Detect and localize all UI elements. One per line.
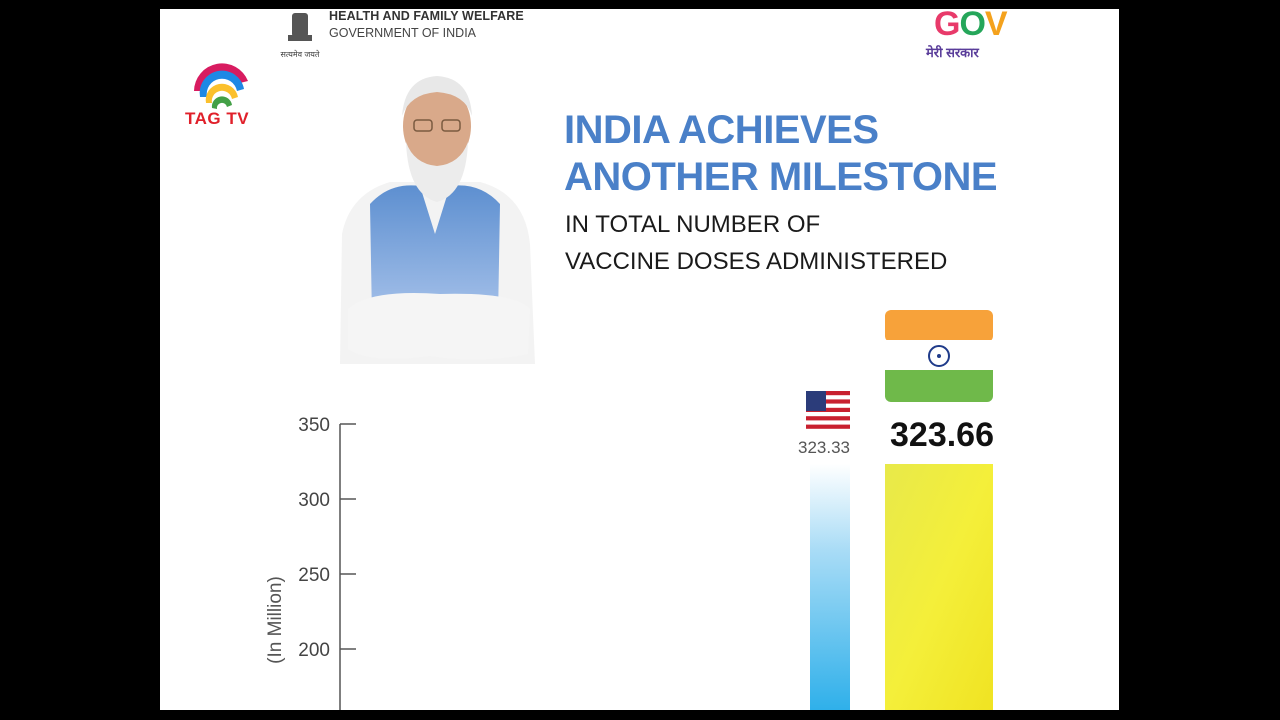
- national-emblem-icon: सत्यमेव जयते: [281, 13, 320, 59]
- gov-logo-o: O: [959, 9, 985, 43]
- gov-logo-tagline: मेरी सरकार: [926, 45, 979, 60]
- y-tick-label: 250: [298, 565, 330, 586]
- headline-main: INDIA ACHIEVES ANOTHER MILESTONE: [564, 107, 998, 201]
- channel-name: TAG TV: [185, 109, 250, 128]
- headline-sub: IN TOTAL NUMBER OF VACCINE DOSES ADMINIS…: [565, 206, 947, 280]
- headline-line3: IN TOTAL NUMBER OF: [565, 211, 821, 238]
- gov-logo-v: V: [984, 9, 1008, 43]
- ministry-header: HEALTH AND FAMILY WELFARE GOVERNMENT OF …: [329, 9, 524, 40]
- y-tick-label: 300: [298, 490, 330, 511]
- headline-line4: VACCINE DOSES ADMINISTERED: [565, 248, 948, 275]
- emblem-caption: सत्यमेव जयते: [281, 49, 320, 59]
- infographic-frame: TAG TV सत्यमेव जयते HEALTH AND FAMILY WE…: [160, 9, 1119, 710]
- gov-logo: GOV: [934, 9, 1008, 44]
- gov-logo-g: G: [934, 9, 960, 43]
- y-axis-label: (In Million): [265, 576, 286, 664]
- headline-line2: ANOTHER MILESTONE: [564, 155, 998, 199]
- bar-value-label-india: 323.66: [890, 416, 994, 454]
- india-flag-icon: [885, 310, 993, 402]
- ministry-line1: HEALTH AND FAMILY WELFARE: [329, 9, 524, 23]
- usa-flag-icon: [806, 391, 850, 429]
- bar-value-label-usa: 323.33: [798, 438, 850, 457]
- tag-tv-logo-icon: [194, 63, 248, 109]
- portrait-image: [340, 76, 535, 364]
- bar-usa: [810, 464, 850, 710]
- bar-india: [885, 464, 993, 710]
- y-tick-label: 200: [298, 640, 330, 661]
- headline-line1: INDIA ACHIEVES: [564, 108, 879, 152]
- ministry-line2: GOVERNMENT OF INDIA: [329, 26, 477, 40]
- vaccine-doses-bar-chart: (In Million) 350 300 250 200 323.33 323.66: [265, 310, 994, 710]
- y-tick-label: 350: [298, 415, 330, 436]
